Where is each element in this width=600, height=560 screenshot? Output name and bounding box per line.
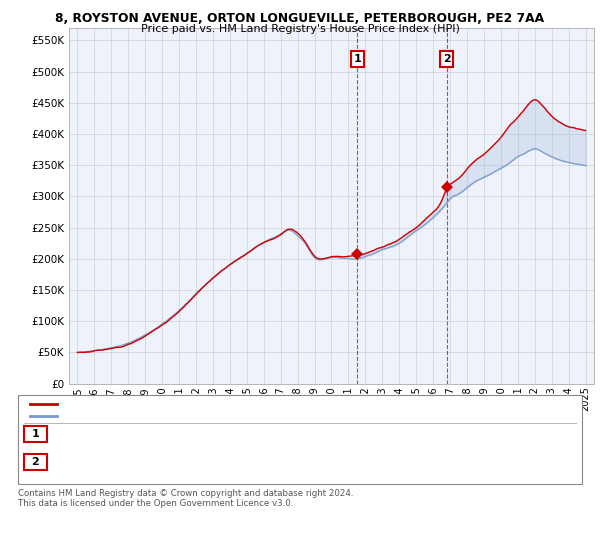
Text: 2: 2 xyxy=(443,54,451,64)
Text: 12-JUL-2011: 12-JUL-2011 xyxy=(63,429,131,439)
Text: £207,500: £207,500 xyxy=(168,429,221,439)
Text: HPI: Average price, detached house, City of Peterborough: HPI: Average price, detached house, City… xyxy=(63,411,337,420)
Text: Contains HM Land Registry data © Crown copyright and database right 2024.
This d: Contains HM Land Registry data © Crown c… xyxy=(18,489,353,508)
Text: 1% ↑ HPI: 1% ↑ HPI xyxy=(276,429,328,439)
Text: Price paid vs. HM Land Registry's House Price Index (HPI): Price paid vs. HM Land Registry's House … xyxy=(140,24,460,34)
Text: 8, ROYSTON AVENUE, ORTON LONGUEVILLE, PETERBOROUGH, PE2 7AA: 8, ROYSTON AVENUE, ORTON LONGUEVILLE, PE… xyxy=(55,12,545,25)
Text: 1: 1 xyxy=(353,54,361,64)
Text: 21-OCT-2016: 21-OCT-2016 xyxy=(63,457,136,467)
Text: 8, ROYSTON AVENUE, ORTON LONGUEVILLE, PETERBOROUGH, PE2 7AA (detached hous: 8, ROYSTON AVENUE, ORTON LONGUEVILLE, PE… xyxy=(63,400,476,409)
Text: 17% ↑ HPI: 17% ↑ HPI xyxy=(276,457,335,467)
Text: £315,000: £315,000 xyxy=(168,457,221,467)
Text: 2: 2 xyxy=(32,457,39,467)
Text: 1: 1 xyxy=(32,429,39,439)
